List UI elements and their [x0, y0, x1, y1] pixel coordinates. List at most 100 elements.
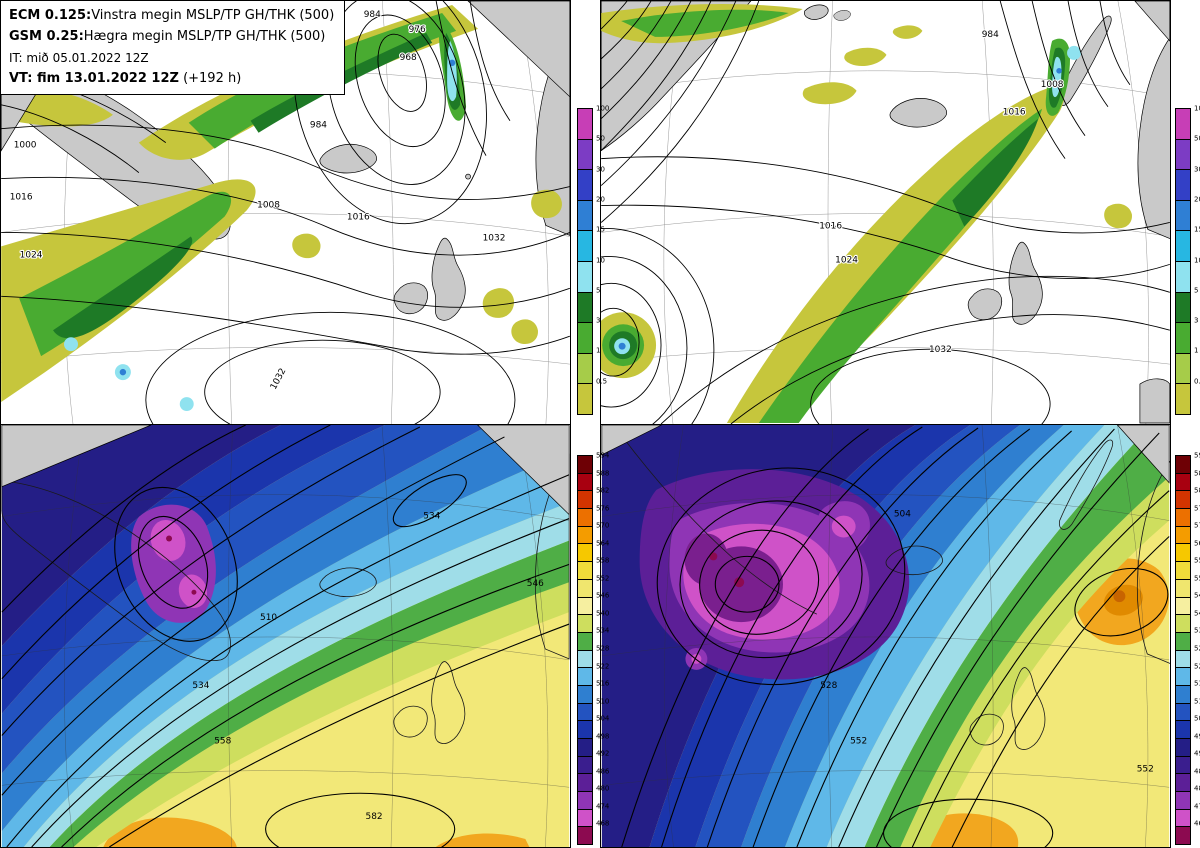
colorbar-tick-label: 15: [596, 225, 605, 234]
colorbar-tick-label: 100: [596, 104, 610, 113]
colorbar-segment: [1176, 199, 1190, 231]
colorbar-segment: [578, 702, 592, 721]
colorbar-tick-label: 558: [596, 556, 610, 565]
colorbar-segment: [578, 826, 592, 845]
colorbar-segments: [578, 456, 592, 845]
colorbar-segment: [1176, 352, 1190, 384]
colorbar-tick-label: 528: [596, 644, 610, 653]
valid-time-label: VT: fim 13.01.2022 12Z: [9, 70, 179, 86]
height-contours: [1, 425, 570, 847]
colorbar-segment: [578, 561, 592, 579]
colorbar-segment: [578, 109, 592, 139]
contour-label: 546: [527, 579, 544, 589]
colorbar-segment: [578, 169, 592, 200]
colorbar-tick-label: 570: [596, 521, 610, 530]
colorbar-segment: [1176, 561, 1190, 579]
colorbar-tick-label: 20: [1194, 195, 1200, 204]
init-time-line: IT: mið 05.01.2022 12Z: [9, 51, 334, 66]
colorbar-segment: [578, 472, 592, 491]
contour-label: 1032: [929, 345, 952, 355]
title-box: ECM 0.125:Vinstra megin MSLP/TP GH/THK (…: [0, 0, 346, 95]
colorbar-segment: [578, 543, 592, 562]
colorbar-tick-label: 540: [596, 609, 610, 618]
colorbar-segment: [1176, 773, 1190, 792]
contour-label: 528: [820, 681, 837, 691]
colorbar-tick-label: 558: [1194, 556, 1200, 565]
colorbar-segment: [578, 508, 592, 526]
colorbar-tick-label: 594: [1194, 451, 1200, 460]
colorbar-segment: [578, 490, 592, 509]
colorbar-tick-label: 498: [1194, 732, 1200, 741]
contour-label: 1024: [835, 255, 858, 265]
colorbar-segment: [1176, 230, 1190, 261]
colorbar-tick-label: 552: [1194, 574, 1200, 583]
contour-label: 558: [214, 736, 231, 746]
colorbar-segment: [578, 383, 592, 414]
colorbar-segment: [578, 456, 592, 473]
colorbar-tick-label: 510: [1194, 697, 1200, 706]
panel-gsm-gh-thk: 504 528 552 552: [600, 424, 1171, 848]
contour-label: 968: [400, 53, 417, 63]
colorbar-segment: [1176, 322, 1190, 353]
colorbar-tick-label: 576: [596, 504, 610, 513]
colorbar-segment: [1176, 667, 1190, 685]
colorbar-tick-label: 3: [1194, 316, 1199, 325]
title-line-ecm: ECM 0.125:Vinstra megin MSLP/TP GH/THK (…: [9, 8, 334, 24]
contour-label: 1024: [20, 250, 43, 260]
contour-label: 1032: [269, 367, 289, 392]
colorbar-segment: [578, 260, 592, 292]
colorbar-segment: [578, 738, 592, 756]
contour-label: 582: [366, 812, 383, 822]
colorbar-segment: [578, 684, 592, 703]
precipitation-shading: [601, 4, 1132, 424]
ecm-model-label: ECM 0.125:: [9, 8, 92, 23]
contour-label: 1008: [257, 201, 280, 211]
colorbar-segment: [1176, 169, 1190, 200]
colorbar-segment: [578, 667, 592, 685]
colorbar-segment: [1176, 383, 1190, 414]
panel-ecm-gh-thk: 534 510 534 558 546 582: [0, 424, 571, 848]
colorbar-segment: [578, 720, 592, 738]
colorbar-segment: [578, 230, 592, 261]
colorbar-tick-label: 474: [1194, 802, 1200, 811]
thickness-shading: [601, 425, 1170, 847]
colorbar-tick-label: 498: [596, 732, 610, 741]
colorbar-tick-label: 480: [1194, 784, 1200, 793]
colorbar-tick-label: 10: [1194, 256, 1200, 264]
colorbar-tick-label: 15: [1194, 225, 1200, 234]
colorbar-tick-label: 510: [596, 697, 610, 706]
colorbar-segment: [1176, 525, 1190, 544]
colorbar-tick-label: 594: [596, 451, 610, 460]
colorbar-tick-label: 3: [596, 316, 601, 325]
colorbar-segment: [1176, 260, 1190, 292]
colorbar-segments: [1176, 109, 1190, 414]
colorbar-tick-label: 5: [596, 286, 601, 295]
colorbar-segment: [1176, 543, 1190, 562]
colorbar-segment: [578, 755, 592, 774]
colorbar-segment: [578, 352, 592, 384]
colorbar-segment: [1176, 508, 1190, 526]
colorbar-tick-label: 504: [596, 714, 610, 723]
colorbar-segment: [1176, 702, 1190, 721]
thickness-colorbar-gsm: 594 588 582 576 570 564 558 552 546 540 534 528 522 5…: [1175, 452, 1200, 845]
height-contours: [621, 426, 1170, 847]
colorbar-tick-label: 504: [1194, 714, 1200, 723]
contour-label: 510: [260, 613, 277, 623]
colorbar-tick-label: 546: [1194, 591, 1200, 600]
colorbar-segments: [578, 109, 592, 414]
domain-corners: [601, 425, 1170, 484]
colorbar-segment: [578, 649, 592, 668]
colorbar-tick-label: 528: [1194, 644, 1200, 653]
map-gsm-gh-thk: 504 528 552 552: [601, 425, 1170, 847]
colorbar-tick-label: 546: [596, 591, 610, 600]
colorbar-tick-label: 522: [596, 662, 610, 671]
contour-label: 1016: [1003, 108, 1026, 118]
colorbar-segment: [1176, 596, 1190, 615]
colorbar-tick-label: 534: [1194, 626, 1200, 635]
colorbar-tick-label: 100: [1194, 104, 1200, 113]
gsm-model-label: GSM 0.25:: [9, 29, 84, 45]
valid-time-line: VT: fim 13.01.2022 12Z (+192 h): [9, 71, 334, 87]
colorbar-segment: [1176, 138, 1190, 170]
colorbar-segment: [578, 322, 592, 353]
